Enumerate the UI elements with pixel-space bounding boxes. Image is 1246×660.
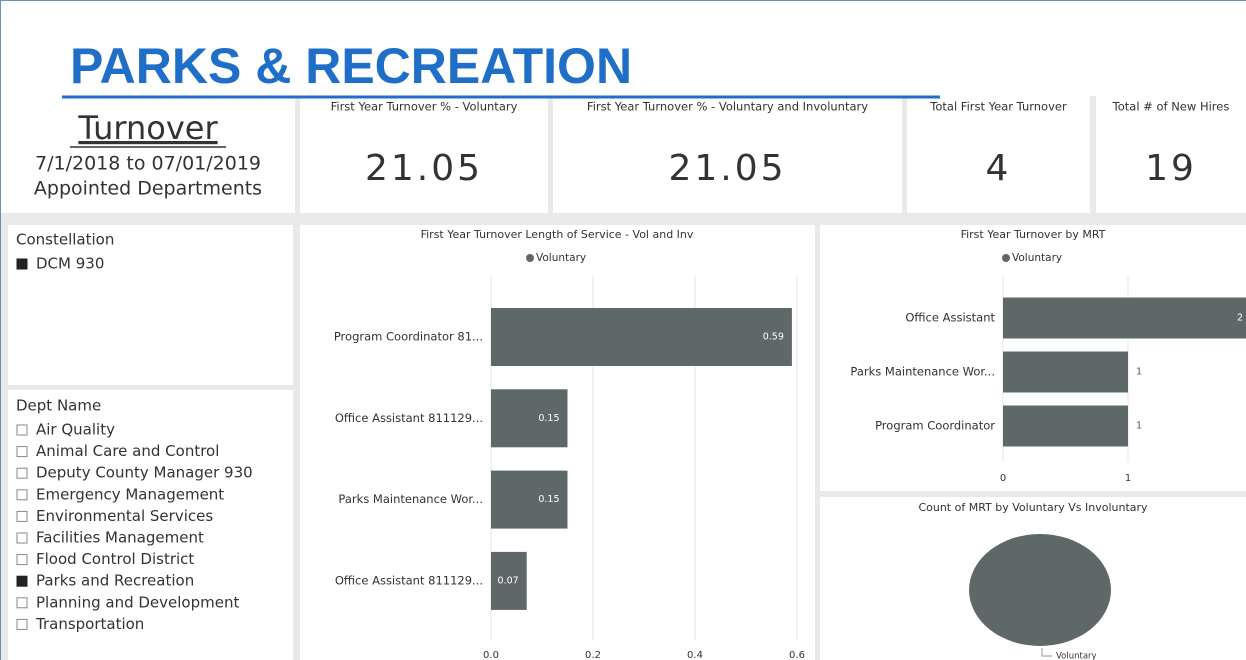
- y-tick-label: Office Assistant: [905, 311, 995, 325]
- y-tick-label: Parks Maintenance Wor...: [850, 365, 995, 379]
- kpi-label: First Year Turnover % - Voluntary: [331, 100, 518, 114]
- slicer-panel: [8, 390, 293, 660]
- data-label: 2: [1237, 313, 1243, 324]
- bar: [491, 470, 568, 529]
- checkbox[interactable]: [16, 554, 28, 566]
- x-tick-label: 0.6: [789, 650, 805, 660]
- pie-slice: [969, 534, 1111, 646]
- data-label: 0.07: [498, 575, 519, 586]
- slicer-panel: [8, 225, 293, 385]
- kpi-label: Total # of New Hires: [1112, 100, 1230, 114]
- y-tick-label: Program Coordinator 81...: [334, 330, 483, 344]
- x-tick-label: 1: [1125, 473, 1131, 484]
- checkbox[interactable]: [16, 510, 28, 522]
- slicer-item[interactable]: Parks and Recreation: [36, 572, 194, 590]
- data-label: 0.15: [538, 413, 559, 424]
- bar: [491, 389, 568, 448]
- scope: Appointed Departments: [34, 178, 262, 200]
- data-label: 1: [1136, 367, 1142, 378]
- checkbox[interactable]: [16, 467, 28, 479]
- y-tick-label: Office Assistant 811129...: [335, 411, 483, 425]
- bar: [1003, 405, 1128, 447]
- slicer-item[interactable]: Emergency Management: [36, 485, 224, 503]
- kpi-value: 21.05: [365, 148, 483, 189]
- legend-marker: [1002, 254, 1010, 262]
- checkbox[interactable]: [16, 597, 28, 609]
- bar: [491, 308, 792, 366]
- subtitle: Turnover: [77, 109, 218, 147]
- data-label: 0.15: [538, 494, 559, 505]
- leader-line: [1041, 648, 1052, 657]
- checkbox[interactable]: [16, 424, 28, 436]
- bar: [1003, 297, 1246, 339]
- bar: [491, 551, 527, 610]
- slicer-item[interactable]: Transportation: [35, 615, 144, 633]
- checkbox[interactable]: [16, 489, 28, 501]
- checkbox[interactable]: [16, 618, 28, 630]
- date-range: 7/1/2018 to 07/01/2019: [35, 153, 261, 175]
- kpi-value: 19: [1145, 148, 1197, 189]
- slicer-title: Constellation: [16, 231, 114, 249]
- slicer-item[interactable]: Animal Care and Control: [36, 442, 219, 460]
- data-label: 1: [1136, 421, 1142, 432]
- pie-label: Voluntary: [1056, 652, 1097, 660]
- slicer-title: Dept Name: [16, 397, 101, 415]
- legend-label: Voluntary: [536, 252, 586, 264]
- chart-title: First Year Turnover by MRT: [961, 228, 1106, 241]
- slicer-item[interactable]: DCM 930: [36, 255, 104, 273]
- chart-title: First Year Turnover Length of Service - …: [421, 228, 694, 241]
- divider: [548, 96, 553, 213]
- divider: [902, 96, 907, 213]
- checkbox[interactable]: [16, 575, 28, 587]
- kpi-value: 4: [986, 148, 1012, 189]
- y-tick-label: Parks Maintenance Wor...: [338, 492, 483, 506]
- checkbox[interactable]: [16, 446, 28, 458]
- legend-marker: [526, 254, 534, 262]
- chart-title: Count of MRT by Voluntary Vs Involuntary: [918, 501, 1148, 514]
- y-tick-label: Program Coordinator: [875, 419, 995, 433]
- x-tick-label: 0.2: [585, 650, 601, 660]
- y-tick-label: Office Assistant 811129...: [335, 573, 483, 587]
- kpi-label: Total First Year Turnover: [929, 100, 1067, 114]
- bar: [1003, 351, 1128, 393]
- checkbox[interactable]: [16, 258, 28, 270]
- divider: [1090, 96, 1096, 213]
- legend-label: Voluntary: [1012, 252, 1062, 264]
- checkbox[interactable]: [16, 532, 28, 544]
- page-title: PARKS & RECREATION: [70, 38, 632, 94]
- x-tick-label: 0.4: [687, 650, 703, 660]
- x-tick-label: 0.0: [483, 650, 499, 660]
- slicer-item[interactable]: Flood Control District: [36, 550, 194, 568]
- slicer-item[interactable]: Planning and Development: [36, 593, 239, 611]
- slicer-item[interactable]: Facilities Management: [36, 529, 204, 547]
- header-band: [0, 0, 1246, 213]
- x-tick-label: 0: [1000, 473, 1006, 484]
- slicer-item[interactable]: Deputy County Manager 930: [36, 464, 253, 482]
- slicer-item[interactable]: Environmental Services: [36, 507, 213, 525]
- divider: [295, 96, 300, 213]
- slicer-item[interactable]: Air Quality: [36, 421, 115, 439]
- data-label: 0.59: [763, 332, 784, 343]
- kpi-value: 21.05: [668, 148, 786, 189]
- kpi-label: First Year Turnover % - Voluntary and In…: [587, 100, 868, 114]
